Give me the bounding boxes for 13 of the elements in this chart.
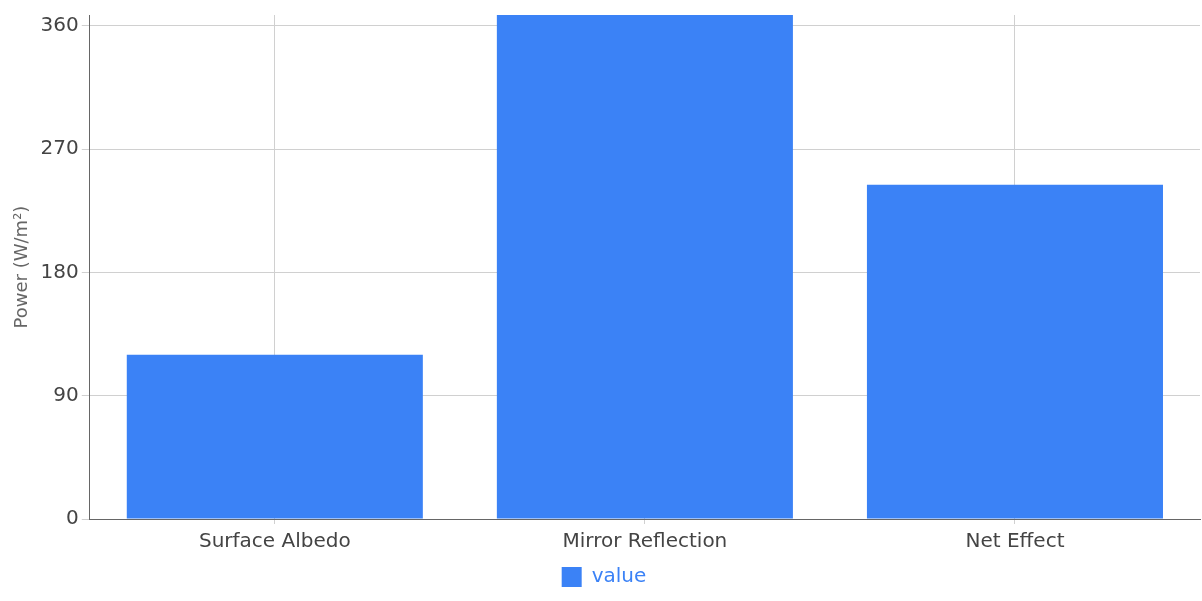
y-axis-title: Power (W/m²) [10, 205, 32, 329]
x-tick-label: Mirror Reflection [562, 528, 728, 553]
legend-label: value [591, 563, 647, 588]
bar [496, 15, 793, 519]
y-tick-label: 270 [40, 135, 79, 160]
y-tick-label: 0 [66, 505, 79, 530]
y-tick-label: 90 [53, 381, 79, 406]
y-tick-label: 180 [40, 258, 79, 283]
x-tick-label: Surface Albedo [198, 528, 351, 553]
y-tick-label: 360 [40, 12, 79, 37]
x-tick-label: Net Effect [965, 528, 1065, 553]
bar [866, 184, 1163, 519]
bar [126, 354, 423, 519]
